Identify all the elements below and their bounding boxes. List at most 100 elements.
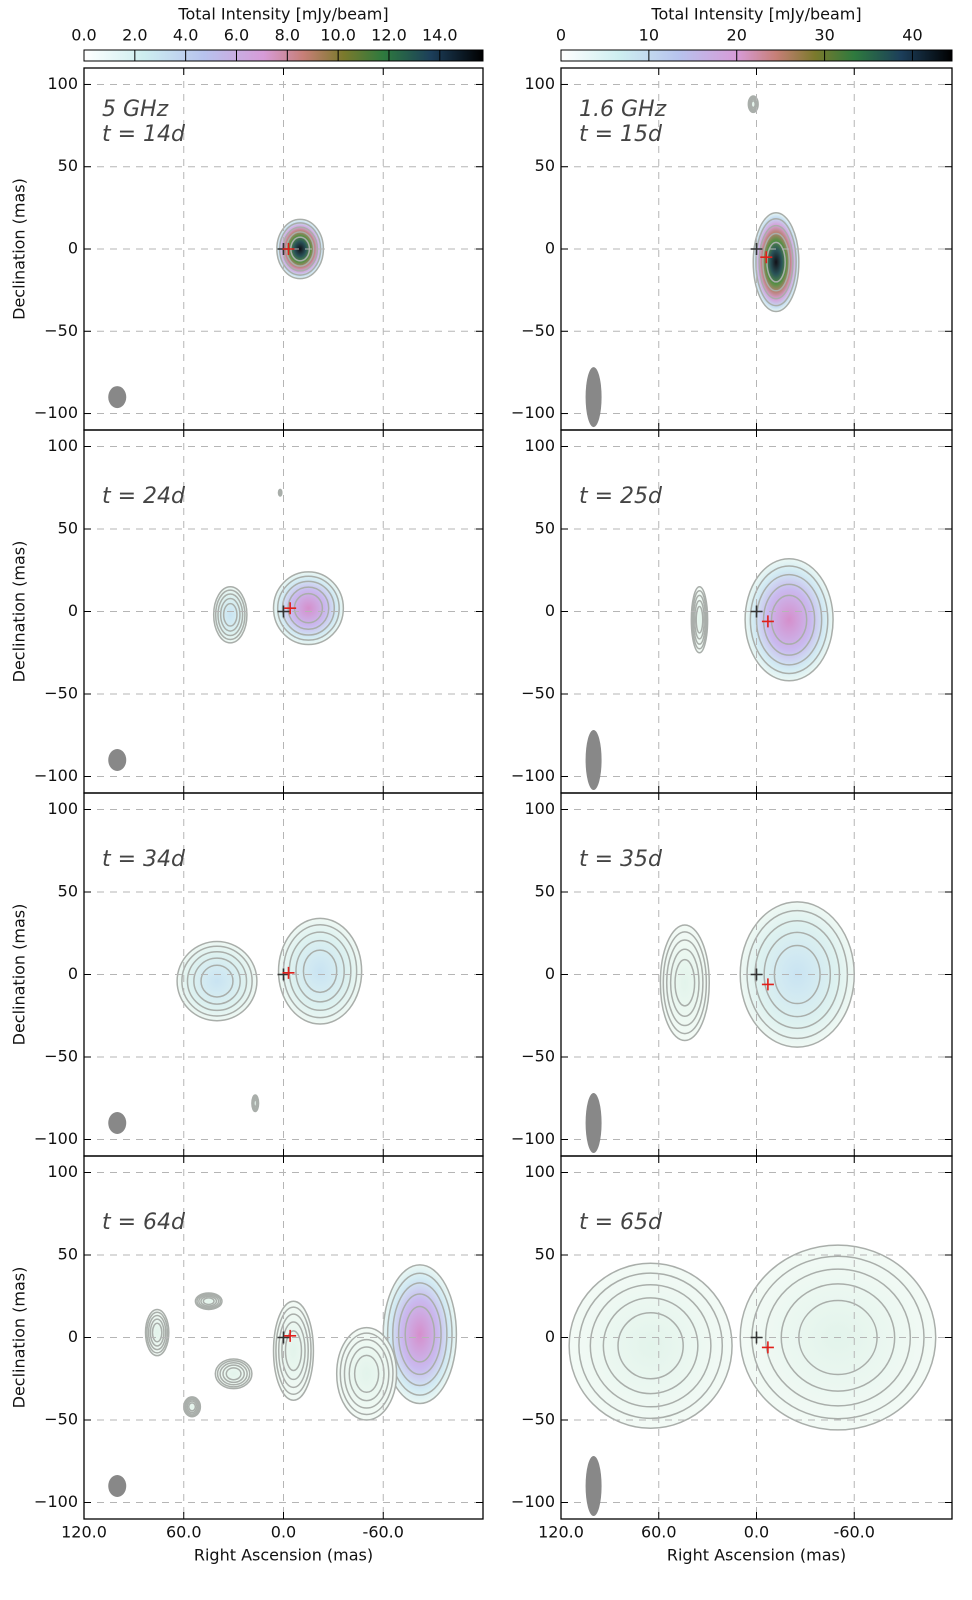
panel-annotation: t = 65d [579,1210,663,1235]
x-tick-label: 60.0 [641,1523,677,1542]
contour [695,605,704,634]
contour [762,583,816,656]
contour [755,573,823,666]
colorbar-tick-label: 0 [556,26,566,45]
contour [739,1244,937,1431]
contour [186,951,248,1012]
contour [144,1308,170,1357]
contour [694,599,705,640]
y-tick-label: 100 [47,1162,78,1181]
panel [561,68,952,430]
position-cross [761,978,774,991]
contour [212,586,248,644]
contour [277,917,363,1025]
y-tick-label: 0 [68,601,78,620]
contour [335,1326,398,1421]
position-cross [277,1331,290,1344]
y-tick-label: −50 [521,1410,555,1429]
contour [222,1364,245,1384]
colorbar-tick-label: 8.0 [275,26,300,45]
y-tick-label: 0 [68,1327,78,1346]
contour [288,931,352,1012]
emission [278,918,362,1024]
y-tick-label: −100 [511,1129,555,1148]
contour [272,1300,315,1401]
contour [202,1297,215,1306]
position-cross [282,243,295,255]
y-tick-label: −50 [521,684,555,703]
contour [186,1400,198,1414]
panel [84,68,483,430]
x-tick-label: 120.0 [538,1523,584,1542]
y-tick-label: 50 [58,156,78,175]
y-tick-label: −100 [511,1492,555,1511]
y-tick-label: −100 [34,1492,78,1511]
colorbar-label: Total Intensity [mJy/beam] [650,5,861,24]
y-tick-label: 0 [545,1327,555,1346]
y-tick-label: −50 [521,321,555,340]
position-cross [750,1331,763,1344]
contour [200,964,234,998]
y-tick-label: −100 [511,403,555,422]
beam [585,1093,602,1153]
emission [745,558,834,681]
beam [108,1475,127,1497]
y-axis-label: Declination (mas) [10,1267,29,1409]
beam [585,730,602,790]
position-cross [761,615,774,628]
contour [665,939,704,1027]
y-tick-label: 0 [68,964,78,983]
position-cross [282,966,295,979]
colorbar-tick-label: 20 [727,26,747,45]
y-tick-label: 50 [535,882,555,901]
x-tick-label: 120.0 [61,1523,107,1542]
colorbar [560,49,953,62]
contour [198,1294,220,1309]
colorbar-tick-label: 4.0 [173,26,198,45]
emission [660,925,710,1041]
x-tick-label: 60.0 [166,1523,202,1542]
contour [225,1367,242,1381]
colorbar-tick-label: 30 [814,26,834,45]
contour [149,1318,165,1347]
emission [383,1264,457,1404]
contour [692,594,707,645]
contour [392,1282,448,1387]
y-tick-label: 0 [68,239,78,258]
contour [780,1283,896,1392]
contour [382,1264,458,1405]
panel-annotation: t = 64d [102,1210,186,1235]
y-tick-label: 0 [545,239,555,258]
contour [748,97,758,112]
contour [758,224,794,300]
contour [284,1330,303,1372]
x-tick-label: 0.0 [271,1523,296,1542]
contour [339,1332,394,1416]
position-cross [284,602,297,615]
x-axis-label: Right Ascension (mas) [194,1546,373,1565]
y-tick-label: 100 [47,436,78,455]
contour [744,557,834,682]
contour [278,490,282,495]
contour [617,1312,684,1380]
beam [108,749,127,771]
position-cross [284,1329,297,1342]
y-tick-label: 100 [47,799,78,818]
contour [181,945,253,1017]
contour [662,931,708,1035]
contour [151,1322,163,1343]
y-axis-label: Declination (mas) [10,178,29,320]
y-tick-label: 0 [545,601,555,620]
emission [276,219,324,279]
emission [273,571,344,645]
contour [755,217,797,307]
position-cross [277,968,290,981]
contour [739,901,856,1048]
contour [214,1358,253,1390]
panel [84,430,483,793]
contour [185,1398,199,1415]
colorbar-tick-label: 6.0 [224,26,249,45]
contour [302,949,338,994]
contour [281,580,336,636]
